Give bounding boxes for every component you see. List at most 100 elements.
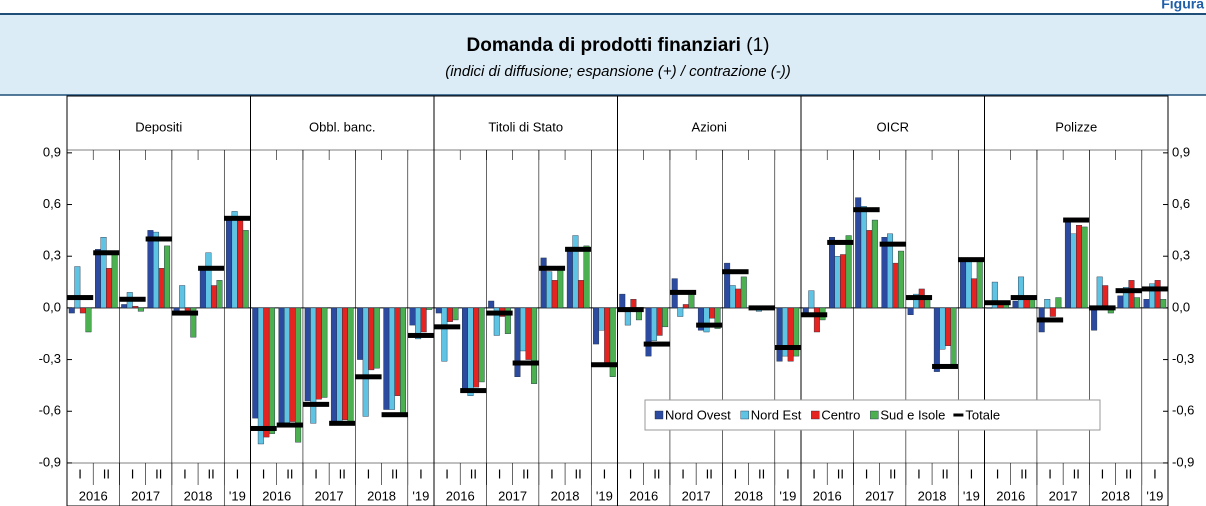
x-tick-label: I bbox=[865, 466, 869, 481]
x-tick-label: I bbox=[445, 466, 449, 481]
bar bbox=[493, 307, 500, 336]
bar bbox=[703, 307, 710, 333]
chart-subtitle: (indici di diffusione; espansione (+) / … bbox=[445, 63, 791, 80]
year-label: 2018 bbox=[551, 488, 580, 503]
year-label: 2018 bbox=[1101, 488, 1130, 503]
bar bbox=[1143, 299, 1150, 309]
year-label: 2016 bbox=[813, 488, 842, 503]
bar bbox=[1117, 295, 1124, 309]
bar bbox=[776, 307, 783, 362]
total-marker bbox=[958, 257, 985, 263]
year-label: 2017 bbox=[315, 488, 344, 503]
total-marker bbox=[1010, 295, 1037, 301]
total-marker bbox=[774, 345, 801, 351]
bar bbox=[121, 304, 128, 309]
x-tick-label: II bbox=[1073, 466, 1080, 481]
bar bbox=[473, 307, 480, 388]
bar bbox=[525, 307, 532, 360]
bar bbox=[68, 307, 75, 314]
bar bbox=[400, 307, 406, 414]
x-tick-label: I bbox=[603, 466, 607, 481]
bar bbox=[278, 307, 285, 426]
x-tick-label: I bbox=[970, 466, 974, 481]
total-marker bbox=[434, 324, 461, 330]
bar bbox=[347, 307, 354, 422]
total-marker bbox=[853, 207, 880, 213]
bar bbox=[147, 230, 154, 309]
title-main: Domanda di prodotti finanziari bbox=[467, 35, 741, 56]
bar bbox=[106, 268, 113, 309]
bar bbox=[845, 235, 852, 309]
x-tick-label: II bbox=[1020, 466, 1027, 481]
bar bbox=[289, 307, 296, 422]
x-tick-label: I bbox=[917, 466, 921, 481]
y-tick-label-right: 0,9 bbox=[1172, 144, 1190, 159]
bar bbox=[598, 307, 605, 331]
x-tick-label: II bbox=[470, 466, 477, 481]
x-tick-label: II bbox=[758, 466, 765, 481]
total-marker bbox=[591, 362, 618, 368]
bar bbox=[871, 219, 878, 309]
total-marker bbox=[643, 341, 670, 347]
bar bbox=[583, 245, 590, 309]
x-tick-label: I bbox=[1153, 466, 1157, 481]
x-tick-label: II bbox=[286, 466, 293, 481]
year-label: '19 bbox=[412, 488, 429, 503]
bar bbox=[190, 307, 197, 338]
y-tick-label-right: 0,3 bbox=[1172, 248, 1190, 263]
y-tick-label-right: -0,6 bbox=[1172, 403, 1194, 418]
bar bbox=[656, 307, 663, 336]
y-tick-label: 0,6 bbox=[43, 196, 61, 211]
x-tick-label: I bbox=[236, 466, 240, 481]
y-tick-label: 0,0 bbox=[43, 299, 61, 314]
total-marker bbox=[67, 295, 94, 301]
bar bbox=[834, 256, 841, 309]
total-marker bbox=[696, 322, 723, 328]
x-tick-label: I bbox=[78, 466, 82, 481]
total-marker bbox=[224, 215, 251, 221]
bar bbox=[205, 252, 212, 309]
total-marker bbox=[932, 363, 959, 369]
bar bbox=[295, 307, 302, 443]
bar bbox=[1134, 297, 1140, 309]
x-tick-label: I bbox=[734, 466, 738, 481]
bar bbox=[462, 307, 468, 390]
bar bbox=[504, 307, 511, 334]
legend-label: Nord Ovest bbox=[665, 407, 731, 422]
bar bbox=[216, 280, 223, 309]
bar bbox=[1081, 226, 1088, 309]
x-tick-label: I bbox=[681, 466, 685, 481]
total-marker bbox=[617, 307, 644, 313]
bar bbox=[514, 307, 521, 377]
total-marker bbox=[119, 296, 146, 302]
bar bbox=[593, 307, 600, 345]
y-tick-label: -0,3 bbox=[39, 351, 61, 366]
bar bbox=[321, 307, 328, 398]
year-label: '19 bbox=[779, 488, 796, 503]
bar bbox=[179, 285, 186, 309]
panel-label: Azioni bbox=[692, 119, 728, 134]
bar bbox=[478, 307, 485, 383]
bar bbox=[452, 307, 459, 321]
bar bbox=[986, 307, 993, 309]
legend-swatch bbox=[870, 410, 879, 420]
bar bbox=[898, 250, 905, 309]
legend-label: Centro bbox=[821, 407, 860, 422]
bar bbox=[566, 249, 573, 309]
year-label: 2016 bbox=[629, 488, 658, 503]
bar bbox=[242, 230, 249, 309]
panel-label: OICR bbox=[877, 119, 910, 134]
bar bbox=[860, 206, 867, 309]
y-tick-label-right: -0,9 bbox=[1172, 454, 1194, 469]
bar bbox=[210, 285, 217, 309]
bar bbox=[944, 307, 951, 346]
x-tick-label: II bbox=[103, 466, 110, 481]
bar bbox=[336, 307, 343, 424]
total-marker bbox=[329, 420, 356, 426]
total-marker bbox=[1115, 288, 1142, 294]
bar bbox=[965, 257, 972, 309]
bar bbox=[645, 307, 652, 357]
x-tick-label: II bbox=[208, 466, 215, 481]
x-tick-label: I bbox=[131, 466, 135, 481]
